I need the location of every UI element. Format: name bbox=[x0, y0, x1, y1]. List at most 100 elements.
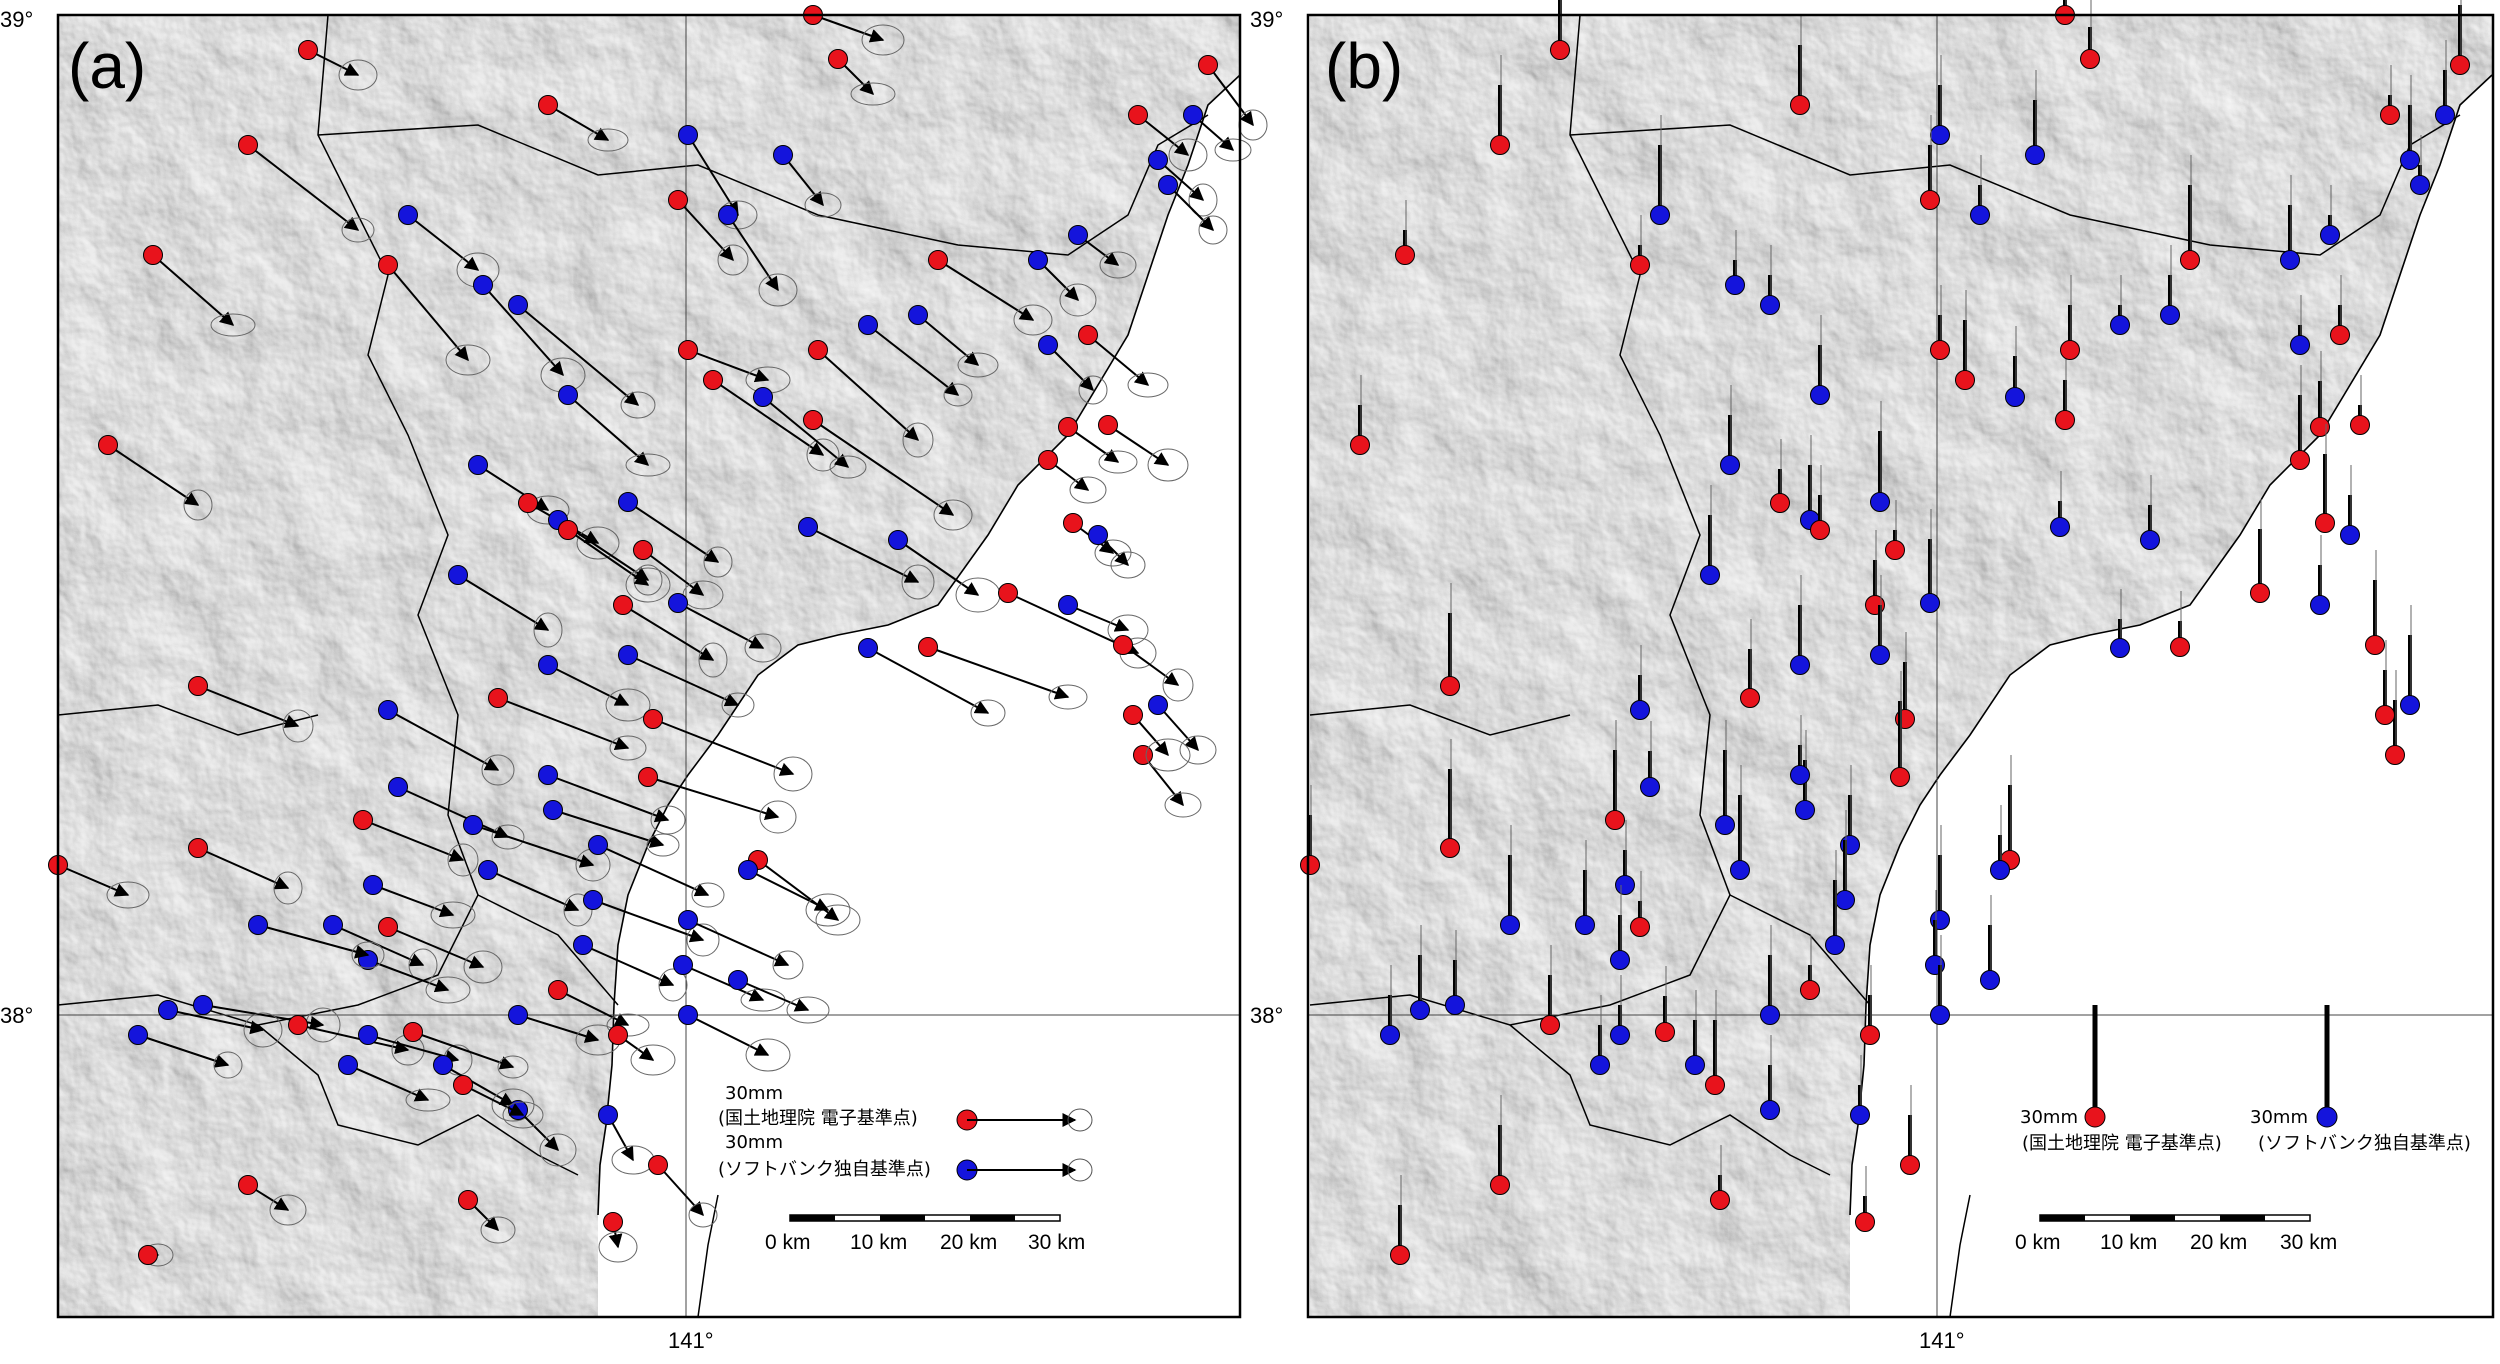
error-ellipse bbox=[463, 950, 503, 984]
softbank-station-marker bbox=[1445, 995, 1465, 1015]
softbank-station-marker bbox=[773, 145, 793, 165]
gsi-station-marker bbox=[808, 340, 828, 360]
gsi-station-marker bbox=[638, 767, 658, 787]
error-ellipse bbox=[1162, 668, 1194, 702]
lat-38-label-b: 38° bbox=[1250, 1003, 1283, 1028]
gsi-station-marker bbox=[1078, 325, 1098, 345]
lat-38-label-a: 38° bbox=[0, 1003, 33, 1028]
error-ellipse bbox=[563, 893, 593, 927]
gsi-station-marker bbox=[2365, 635, 2385, 655]
legend-b-scale-gsi: 30mm bbox=[2020, 1107, 2078, 1128]
displacement-arrow bbox=[627, 654, 740, 707]
displacement-arrow bbox=[917, 314, 980, 366]
error-ellipse bbox=[480, 1216, 516, 1244]
softbank-station-marker bbox=[363, 875, 383, 895]
displacement-arrow bbox=[567, 529, 650, 586]
error-ellipse bbox=[1078, 375, 1108, 405]
softbank-station-marker bbox=[2005, 387, 2025, 407]
softbank-station-marker bbox=[2110, 315, 2130, 335]
softbank-station-marker bbox=[1760, 1005, 1780, 1025]
softbank-station-marker bbox=[1028, 250, 1048, 270]
displacement-arrow bbox=[812, 14, 885, 43]
gsi-station-marker bbox=[803, 410, 823, 430]
gsi-station-marker bbox=[138, 1245, 158, 1265]
softbank-station-marker bbox=[1970, 205, 1990, 225]
softbank-station-marker bbox=[1615, 875, 1635, 895]
softbank-station-marker bbox=[583, 890, 603, 910]
displacement-arrow bbox=[1067, 426, 1120, 463]
softbank-station-marker bbox=[678, 910, 698, 930]
gsi-station-marker bbox=[298, 40, 318, 60]
error-ellipse bbox=[491, 824, 525, 850]
legend-a-scale-sb: 30mm bbox=[725, 1132, 783, 1153]
softbank-station-marker bbox=[1715, 815, 1735, 835]
station-vectors-b bbox=[1300, 0, 2470, 1265]
gsi-station-marker bbox=[2180, 250, 2200, 270]
displacement-arrow bbox=[367, 959, 450, 993]
gsi-station-marker bbox=[518, 493, 538, 513]
gsi-station-marker bbox=[2060, 340, 2080, 360]
softbank-station-marker bbox=[388, 777, 408, 797]
displacement-arrow bbox=[517, 1014, 600, 1043]
gsi-station-marker bbox=[1655, 1022, 1675, 1042]
softbank-station-marker bbox=[508, 1005, 528, 1025]
gsi-station-marker bbox=[378, 255, 398, 275]
displacement-arrow bbox=[927, 646, 1070, 700]
error-ellipse bbox=[183, 489, 213, 521]
softbank-station-marker bbox=[158, 1000, 178, 1020]
legend-a-gsi-ellipse bbox=[1067, 1108, 1093, 1132]
softbank-station-marker bbox=[463, 815, 483, 835]
softbank-station-marker bbox=[1148, 695, 1168, 715]
error-ellipse bbox=[850, 82, 896, 106]
error-ellipse bbox=[1048, 684, 1088, 710]
error-ellipse bbox=[273, 871, 303, 905]
displacement-arrow bbox=[712, 379, 825, 456]
softbank-station-marker bbox=[2110, 638, 2130, 658]
displacement-arrow bbox=[257, 924, 370, 959]
legend-a-scale-gsi: 30mm bbox=[725, 1083, 783, 1104]
error-ellipse bbox=[1069, 476, 1107, 504]
gsi-station-marker bbox=[1063, 513, 1083, 533]
displacement-arrow bbox=[627, 501, 720, 563]
softbank-station-marker bbox=[1980, 970, 2000, 990]
gsi-station-marker bbox=[998, 583, 1018, 603]
displacement-arrow bbox=[807, 526, 920, 583]
displacement-arrow bbox=[1122, 644, 1180, 686]
scale-b-0: 0 km bbox=[2015, 1231, 2061, 1254]
softbank-station-marker bbox=[798, 517, 818, 537]
gsi-station-marker bbox=[1630, 917, 1650, 937]
softbank-station-marker bbox=[1870, 492, 1890, 512]
displacement-arrow bbox=[137, 1034, 230, 1068]
gsi-station-marker bbox=[1930, 340, 1950, 360]
gsi-station-marker bbox=[1440, 838, 1460, 858]
gsi-station-marker bbox=[1038, 450, 1058, 470]
gsi-station-marker bbox=[353, 810, 373, 830]
softbank-station-marker bbox=[2310, 595, 2330, 615]
error-ellipse bbox=[786, 996, 830, 1024]
softbank-station-marker bbox=[398, 205, 418, 225]
softbank-station-marker bbox=[543, 800, 563, 820]
error-ellipse bbox=[425, 976, 471, 1004]
displacement-arrow bbox=[457, 574, 550, 631]
gsi-station-marker bbox=[1740, 688, 1760, 708]
displacement-arrow bbox=[387, 709, 500, 771]
gsi-station-marker bbox=[1770, 493, 1790, 513]
displacement-arrow bbox=[647, 776, 780, 820]
softbank-station-marker bbox=[728, 970, 748, 990]
prefecture-boundary bbox=[57, 704, 319, 736]
legend-a-softbank-ellipse bbox=[1067, 1158, 1093, 1182]
gsi-station-marker bbox=[828, 49, 848, 69]
displacement-arrow bbox=[782, 154, 824, 207]
lat-39-label-a: 39° bbox=[0, 7, 33, 32]
gsi-station-marker bbox=[603, 1212, 623, 1232]
gsi-station-marker bbox=[1350, 435, 1370, 455]
gsi-station-marker bbox=[1885, 540, 1905, 560]
legend-a-gsi-label: (国土地理院 電子基準点) bbox=[718, 1108, 918, 1129]
softbank-station-marker bbox=[1590, 1055, 1610, 1075]
displacement-arrow bbox=[517, 304, 640, 406]
error-ellipse bbox=[609, 735, 647, 761]
panel-b-frame bbox=[1306, 13, 2495, 1319]
panel-b-map: (b) 30mm (国土地理院 電子基準点) 30mm (ソフトバンク独自基準点… bbox=[1300, 0, 2495, 1319]
displacement-arrow bbox=[552, 809, 665, 848]
softbank-station-marker bbox=[1158, 175, 1178, 195]
